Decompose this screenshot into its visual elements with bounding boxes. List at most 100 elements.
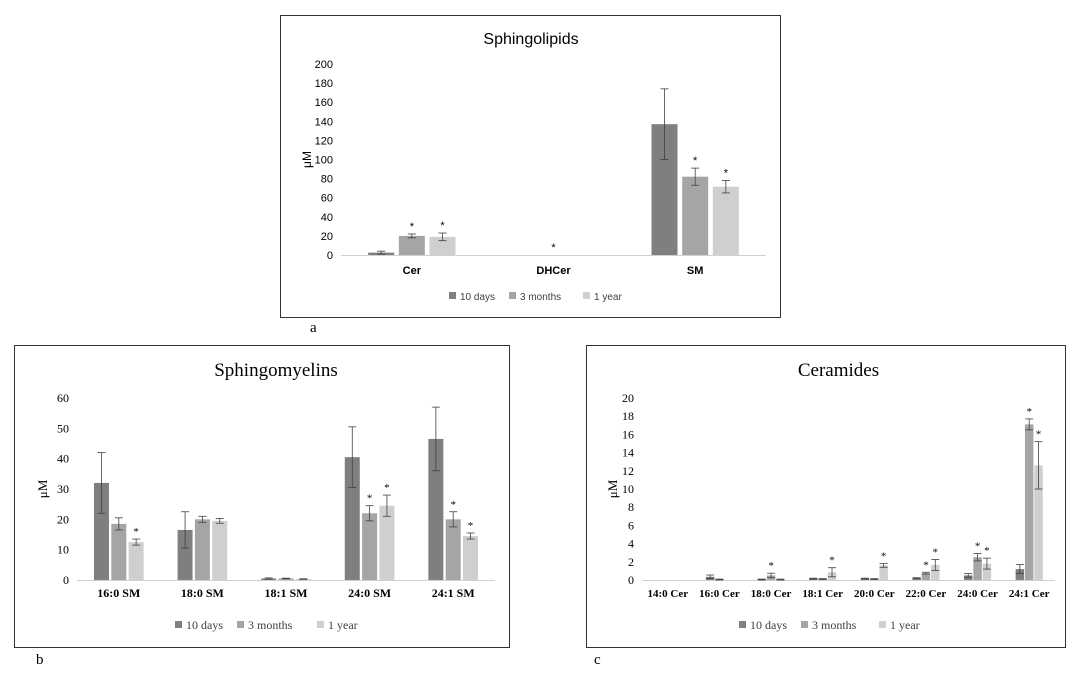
bar-3-months-sm (682, 176, 709, 255)
y-tick-label: 80 (321, 174, 333, 186)
bar-3-months-18-1-sm (278, 578, 294, 580)
y-tick-label: 8 (628, 500, 634, 514)
sphingolipids-title: Sphingolipids (483, 31, 578, 48)
x-tick-label: 24:0 Cer (957, 588, 998, 600)
y-tick-label: 10 (622, 482, 634, 496)
y-tick-label: 0 (628, 573, 634, 587)
significance-marker: * (410, 221, 415, 233)
sphingomyelins-title: Sphingomyelins (214, 360, 338, 381)
x-tick-label: 18:1 SM (265, 586, 308, 600)
bar-1-year-24-0-sm (379, 505, 395, 580)
y-tick-label: 0 (327, 250, 333, 262)
chart-panel-ceramides: Ceramides 0 2 4 6 8 10 12 14 16 18 20 μM 14:0 Cer 16:0… (586, 345, 1066, 648)
x-tick-label: Cer (403, 265, 422, 277)
significance-marker: * (551, 242, 556, 254)
x-tick-label: 22:0 Cer (906, 588, 947, 600)
x-tick-label: 24:0 SM (348, 586, 391, 600)
y-tick-label: 20 (622, 391, 634, 405)
y-tick-label: 2 (628, 555, 634, 569)
y-tick-label: 60 (57, 391, 69, 405)
x-tick-label: 18:1 Cer (802, 588, 843, 600)
bar-10-days-16-0-sm (93, 482, 109, 580)
y-tick-label: 0 (63, 573, 69, 587)
panel-label-b: b (36, 652, 44, 668)
bar-1-year-16-0-sm (128, 542, 144, 580)
y-tick-label: 120 (315, 135, 333, 147)
legend-label-1-year: 1 year (328, 618, 358, 632)
y-axis-label: μM (300, 151, 314, 168)
significance-marker: * (975, 541, 981, 553)
y-tick-label: 140 (315, 116, 333, 128)
y-tick-label: 100 (315, 155, 333, 167)
legend-label-10-days: 10 days (186, 618, 223, 632)
x-tick-label: 24:1 SM (432, 586, 475, 600)
legend-swatch-10-days (739, 621, 746, 628)
legend-swatch-3-months (237, 621, 244, 628)
y-tick-label: 200 (315, 59, 333, 71)
y-tick-label: 20 (321, 231, 333, 243)
legend-label-3-months: 3 months (812, 618, 857, 632)
significance-marker: * (724, 168, 729, 180)
bar-1-year-24-1-sm (463, 536, 479, 580)
y-tick-label: 4 (628, 537, 634, 551)
bar-10-days-24-1-cer (1015, 569, 1025, 580)
bar-3-months-18-0-sm (194, 519, 210, 580)
y-tick-label: 30 (57, 482, 69, 496)
legend-label-1-year: 1 year (594, 292, 622, 303)
y-axis-label: μM (35, 479, 50, 498)
significance-marker: * (450, 499, 456, 511)
y-tick-label: 180 (315, 78, 333, 90)
legend-swatch-3-months (801, 621, 808, 628)
y-tick-label: 10 (57, 543, 69, 557)
y-tick-label: 12 (622, 464, 634, 478)
legend-label-1-year: 1 year (890, 618, 920, 632)
y-tick-label: 16 (622, 427, 634, 441)
significance-marker: * (923, 559, 929, 571)
ceramides-title: Ceramides (798, 360, 879, 381)
y-tick-label: 60 (321, 193, 333, 205)
significance-marker: * (384, 482, 390, 494)
significance-marker: * (693, 155, 698, 167)
bar-3-months-cer (398, 235, 425, 255)
x-tick-label: DHCer (536, 265, 571, 277)
y-tick-label: 14 (622, 446, 634, 460)
significance-marker: * (881, 551, 887, 563)
y-tick-label: 160 (315, 97, 333, 109)
bar-10-days-24-1-sm (428, 438, 444, 580)
legend-swatch-10-days (449, 292, 456, 299)
legend-label-3-months: 3 months (248, 618, 293, 632)
legend-swatch-10-days (175, 621, 182, 628)
x-tick-label: 20:0 Cer (854, 588, 895, 600)
y-tick-label: 50 (57, 421, 69, 435)
significance-marker: * (1036, 429, 1042, 441)
legend-swatch-3-months (509, 292, 516, 299)
significance-marker: * (984, 545, 990, 557)
y-tick-label: 40 (321, 212, 333, 224)
y-tick-label: 40 (57, 452, 69, 466)
chart-panel-sphingolipids: Sphingolipids 0 20 40 60 80 100 120 140 160 180 200… (280, 15, 781, 318)
bar-1-year-24-0-cer (982, 563, 992, 580)
bar-10-days-24-0-cer (963, 575, 973, 580)
sphingolipids-chart: Sphingolipids 0 20 40 60 80 100 120 140 160 180 200… (300, 31, 766, 303)
legend-label-10-days: 10 days (460, 292, 495, 303)
bar-1-year-sm (712, 186, 739, 255)
x-tick-label: 24:1 Cer (1009, 588, 1050, 600)
significance-marker: * (933, 547, 939, 559)
y-tick-label: 18 (622, 409, 634, 423)
significance-marker: * (768, 560, 774, 572)
x-tick-label: 18:0 Cer (751, 588, 792, 600)
legend-swatch-1-year (317, 621, 324, 628)
bar-3-months-16-0-sm (111, 523, 127, 580)
x-tick-label: 16:0 Cer (699, 588, 740, 600)
ceramides-chart: Ceramides 0 2 4 6 8 10 12 14 16 18 20 μM 14:0 Cer 16:0… (605, 360, 1055, 632)
panel-label-a: a (310, 320, 317, 336)
bar-10-days-18-0-sm (177, 529, 193, 580)
bar-1-year-24-1-cer (1034, 465, 1043, 580)
y-tick-label: 6 (628, 518, 634, 532)
bar-3-months-24-0-sm (362, 513, 378, 580)
legend-swatch-1-year (879, 621, 886, 628)
bar-3-months-24-0-cer (973, 557, 982, 580)
chart-panel-sphingomyelins: Sphingomyelins 0 10 20 30 40 50 60 μM * 16:0 SM 18:… (14, 345, 510, 648)
significance-marker: * (440, 220, 445, 232)
significance-marker: * (468, 520, 474, 532)
